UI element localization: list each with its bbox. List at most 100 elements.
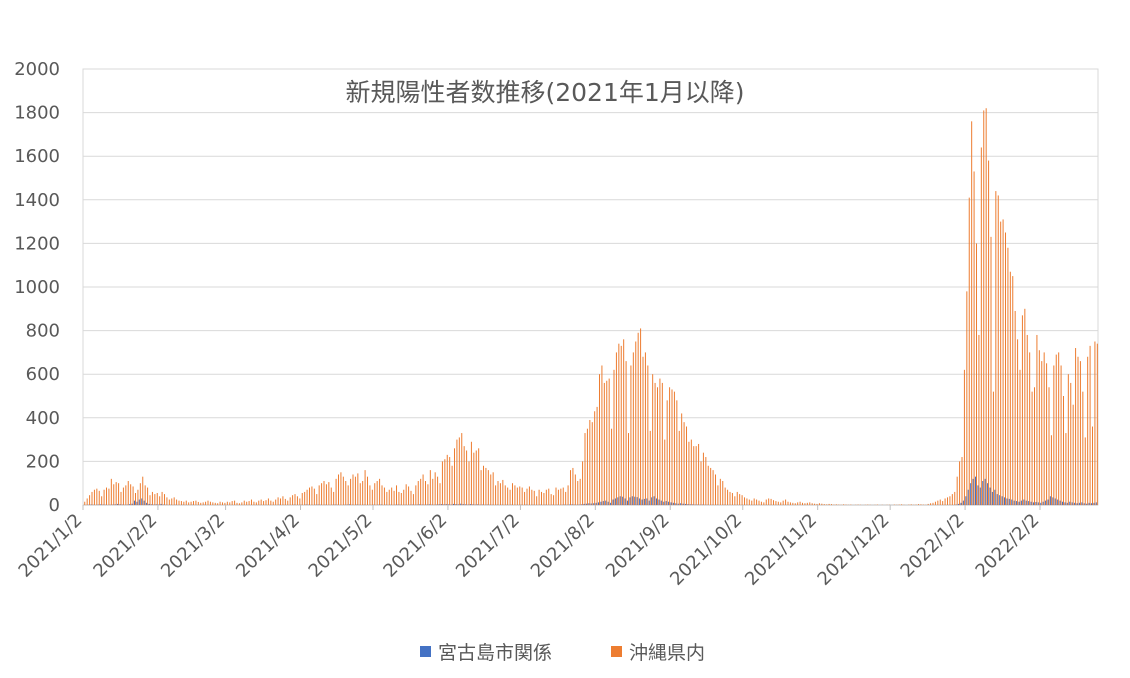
bar [563, 488, 564, 505]
bar [668, 502, 669, 505]
bar [147, 488, 148, 505]
bar [365, 470, 366, 505]
bar [546, 490, 547, 505]
bar [645, 352, 646, 505]
bar [123, 488, 124, 505]
bar [809, 502, 810, 505]
bar [963, 501, 964, 505]
bar [604, 383, 605, 505]
bar [824, 504, 825, 505]
bar [307, 490, 308, 505]
bar [1006, 498, 1007, 505]
bar [601, 365, 602, 505]
bar [116, 482, 117, 505]
bar [928, 504, 929, 505]
bar [198, 502, 199, 505]
bar [715, 474, 716, 505]
bar [634, 497, 635, 505]
bar [188, 502, 189, 505]
bar [444, 459, 445, 505]
bar [1055, 498, 1056, 505]
bar [623, 339, 624, 505]
y-tick-label: 400 [26, 408, 60, 429]
bar [920, 504, 921, 505]
bar [661, 501, 662, 505]
bar [1023, 500, 1024, 505]
bar [217, 503, 218, 505]
bar [1007, 248, 1008, 505]
bar [423, 474, 424, 505]
bar [627, 501, 628, 505]
bar [651, 497, 652, 505]
bar [360, 483, 361, 505]
bar [1048, 387, 1049, 505]
bar [372, 490, 373, 505]
bar [282, 496, 283, 505]
bar [992, 492, 993, 505]
bar [675, 503, 676, 505]
bar [680, 503, 681, 505]
bar [1047, 500, 1048, 505]
bar [166, 497, 167, 505]
bar [980, 488, 981, 505]
bar [994, 490, 995, 505]
bar [164, 494, 165, 505]
bar [349, 504, 350, 505]
bar [134, 501, 135, 505]
bar [224, 503, 225, 505]
bar [149, 495, 150, 505]
bar [118, 483, 119, 505]
bar [629, 497, 630, 505]
bar [500, 483, 501, 505]
bar [256, 502, 257, 505]
bar [265, 500, 266, 505]
bar [570, 470, 571, 505]
bar [273, 502, 274, 505]
bar [292, 495, 293, 505]
bar [495, 485, 496, 505]
bar [670, 502, 671, 505]
bar [104, 490, 105, 505]
bar [981, 147, 982, 505]
bar [975, 477, 976, 505]
bar [997, 494, 998, 505]
bar [483, 466, 484, 505]
bar [413, 494, 414, 505]
bar [918, 504, 919, 505]
bar [732, 493, 733, 505]
bar [229, 502, 230, 505]
legend-swatch [420, 646, 431, 657]
bar [608, 502, 609, 505]
bar [676, 400, 677, 505]
bar [458, 504, 459, 505]
bar [543, 493, 544, 505]
bar [389, 490, 390, 505]
bar [410, 491, 411, 505]
bar [539, 490, 540, 505]
bar [452, 466, 453, 505]
bar [667, 400, 668, 505]
bar [178, 501, 179, 505]
bar [340, 472, 341, 505]
bar [749, 500, 750, 505]
bar [391, 488, 392, 505]
bar [1080, 361, 1081, 505]
bar [575, 474, 576, 505]
bar [1077, 357, 1078, 505]
bar [558, 490, 559, 505]
bar [970, 483, 971, 505]
bar [89, 495, 90, 505]
bar [362, 481, 363, 505]
bar [215, 503, 216, 505]
bar [156, 504, 157, 505]
bar [1068, 374, 1069, 505]
bar [343, 477, 344, 505]
bar [319, 485, 320, 505]
bar [739, 494, 740, 505]
bar [1060, 501, 1061, 505]
bar [117, 504, 118, 505]
bar [1074, 503, 1075, 505]
bar [807, 503, 808, 505]
bar [674, 392, 675, 505]
bar [1044, 352, 1045, 505]
